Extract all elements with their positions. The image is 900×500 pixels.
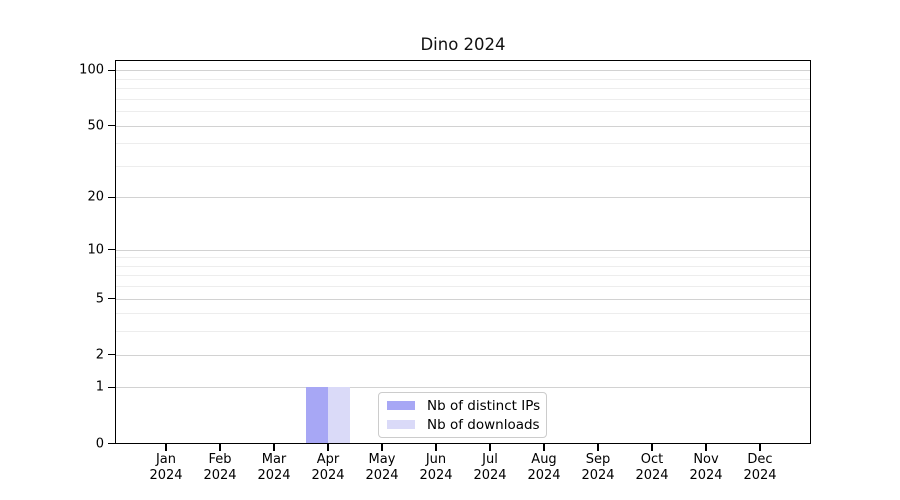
y-minor-gridline: [115, 313, 811, 315]
bar-downloads: [328, 387, 350, 444]
bar-layer: [115, 60, 811, 444]
y-tick-label: 50: [87, 118, 104, 134]
y-minor-gridline: [115, 98, 811, 100]
x-tick-mark: [381, 443, 383, 451]
legend-label-distinct-ips: Nb of distinct IPs: [427, 397, 541, 414]
y-tick-mark: [108, 248, 115, 251]
legend: Nb of distinct IPs Nb of downloads: [378, 392, 547, 438]
x-tick-label: Jun 2024: [419, 451, 453, 483]
x-tick-mark: [165, 443, 167, 451]
legend-label-downloads: Nb of downloads: [427, 416, 540, 433]
legend-item-distinct-ips: Nb of distinct IPs: [387, 399, 546, 413]
y-tick-mark: [108, 125, 115, 127]
y-tick-label: 20: [87, 189, 104, 205]
legend-item-downloads: Nb of downloads: [387, 418, 546, 432]
y-tick-mark: [108, 69, 115, 72]
x-tick-label: Nov 2024: [689, 451, 723, 483]
x-tick-mark: [273, 443, 275, 451]
y-tick-mark: [108, 442, 115, 445]
x-tick-mark: [651, 443, 653, 451]
y-major-gridline: [115, 298, 811, 300]
y-tick-mark: [108, 196, 115, 199]
x-tick-label: Mar 2024: [257, 451, 291, 483]
y-tick-label: 1: [95, 379, 104, 395]
y-major-gridline: [115, 354, 811, 356]
y-major-gridline: [115, 387, 811, 389]
y-major-gridline: [115, 197, 811, 199]
y-major-gridline: [115, 70, 811, 72]
bar-distinct-ips: [306, 387, 328, 444]
y-minor-gridline: [115, 78, 811, 80]
x-tick-label: Sep 2024: [581, 451, 615, 483]
x-tick-mark: [543, 443, 545, 451]
y-tick-label: 100: [79, 62, 104, 78]
x-tick-label: Dec 2024: [743, 451, 777, 483]
x-tick-label: Jul 2024: [473, 451, 507, 483]
grid-layer: [115, 60, 811, 444]
y-tick-label: 5: [95, 291, 104, 307]
x-tick-mark: [219, 443, 221, 451]
y-minor-gridline: [115, 111, 811, 113]
x-tick-label: Aug 2024: [527, 451, 561, 483]
y-tick-label: 0: [95, 436, 104, 451]
y-minor-gridline: [115, 265, 811, 267]
chart-title: Dino 2024: [420, 35, 506, 54]
x-tick-mark: [435, 443, 437, 451]
y-minor-gridline: [115, 143, 811, 145]
x-tick-mark: [489, 443, 491, 451]
y-minor-gridline: [115, 165, 811, 167]
x-tick-label: Jan 2024: [149, 451, 183, 483]
x-tick-label: May 2024: [365, 451, 399, 483]
y-minor-gridline: [115, 88, 811, 90]
y-minor-gridline: [115, 286, 811, 288]
y-tick-mark: [108, 354, 115, 356]
distinct-ips-swatch-icon: [387, 401, 415, 410]
x-tick-mark: [327, 443, 329, 451]
x-tick-label: Oct 2024: [635, 451, 669, 483]
x-tick-mark: [597, 443, 599, 451]
y-major-gridline: [115, 249, 811, 251]
y-major-gridline: [115, 125, 811, 127]
y-minor-gridline: [115, 275, 811, 277]
y-tick-label: 10: [87, 242, 104, 258]
y-minor-gridline: [115, 331, 811, 333]
y-tick-label: 2: [95, 347, 104, 363]
x-tick-mark: [759, 443, 761, 451]
y-tick-mark: [108, 297, 115, 300]
y-tick-mark: [108, 386, 115, 389]
x-tick-label: Apr 2024: [311, 451, 345, 483]
x-tick-mark: [705, 443, 707, 451]
y-minor-gridline: [115, 257, 811, 259]
downloads-swatch-icon: [387, 420, 415, 429]
x-tick-label: Feb 2024: [203, 451, 237, 483]
